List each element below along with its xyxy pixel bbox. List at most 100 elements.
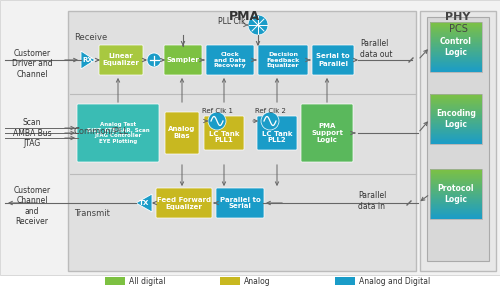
Bar [430, 170, 482, 171]
Text: Clock
and Data
Recovery: Clock and Data Recovery [214, 52, 246, 68]
Bar [430, 104, 482, 106]
Text: TX: TX [139, 200, 149, 206]
Bar [430, 68, 482, 69]
Bar [430, 208, 482, 209]
Bar [430, 21, 482, 23]
Bar [430, 67, 482, 69]
Bar [430, 118, 482, 119]
Bar [430, 174, 482, 176]
Text: Encoding
Logic: Encoding Logic [436, 109, 476, 129]
Bar [430, 119, 482, 121]
Bar [430, 205, 482, 207]
Bar [430, 69, 482, 70]
Bar [430, 193, 482, 194]
Bar [68, 11, 416, 271]
Bar [430, 206, 482, 207]
Bar [430, 171, 482, 172]
Bar [430, 177, 482, 178]
Bar [430, 62, 482, 63]
Bar [430, 55, 482, 56]
Bar [430, 66, 482, 68]
Bar [430, 113, 482, 114]
Bar [430, 192, 482, 193]
Text: All digital: All digital [129, 277, 166, 286]
FancyBboxPatch shape [216, 188, 264, 218]
Text: PLL Clk: PLL Clk [218, 18, 245, 27]
Bar [430, 204, 482, 206]
Bar [430, 214, 482, 216]
Text: Sampler: Sampler [166, 57, 200, 63]
Bar [430, 57, 482, 59]
Bar [430, 213, 482, 214]
FancyBboxPatch shape [301, 104, 353, 162]
Text: Ref Clk 1: Ref Clk 1 [202, 108, 232, 114]
Bar [430, 22, 482, 72]
Bar [220, 277, 240, 285]
Bar [430, 182, 482, 183]
Bar [430, 109, 482, 111]
Bar [430, 217, 482, 218]
Bar [430, 61, 482, 62]
Text: Parallel
data in: Parallel data in [358, 191, 386, 211]
FancyBboxPatch shape [165, 112, 199, 154]
Bar [430, 191, 482, 192]
Bar [430, 123, 482, 125]
Bar [430, 209, 482, 211]
Bar [430, 139, 482, 141]
Bar [430, 22, 482, 24]
Bar [430, 187, 482, 188]
Bar [430, 181, 482, 182]
Bar [430, 48, 482, 49]
Bar [430, 179, 482, 181]
Bar [430, 116, 482, 117]
Bar [430, 128, 482, 129]
Bar [430, 203, 482, 204]
Bar [430, 64, 482, 65]
Text: Ref Clk 2: Ref Clk 2 [254, 108, 286, 114]
FancyBboxPatch shape [258, 45, 308, 75]
Bar [430, 131, 482, 132]
Bar [430, 50, 482, 51]
Bar [430, 127, 482, 128]
Bar [430, 180, 482, 181]
Text: Control
Logic: Control Logic [440, 37, 472, 57]
Bar [430, 175, 482, 177]
Bar [430, 120, 482, 121]
Bar [430, 43, 482, 45]
Bar [430, 112, 482, 113]
Bar [430, 32, 482, 33]
Bar [430, 40, 482, 41]
Text: Decision
Feedback
Equalizer: Decision Feedback Equalizer [266, 52, 300, 68]
Bar [430, 58, 482, 60]
Bar [430, 143, 482, 144]
Bar [430, 51, 482, 52]
Bar [430, 103, 482, 104]
FancyBboxPatch shape [99, 45, 143, 75]
Bar [430, 169, 482, 171]
Bar [427, 17, 489, 261]
Bar [430, 26, 482, 27]
Bar [430, 23, 482, 25]
Circle shape [261, 112, 279, 130]
Bar [430, 44, 482, 45]
Bar [430, 169, 482, 219]
Bar [430, 129, 482, 131]
Bar [430, 118, 482, 120]
Bar [430, 121, 482, 122]
Bar [430, 184, 482, 186]
Bar [430, 99, 482, 101]
Bar [430, 210, 482, 212]
Bar [430, 215, 482, 216]
Text: PHY: PHY [446, 12, 470, 22]
Bar [430, 129, 482, 130]
Text: Transmit: Transmit [74, 210, 110, 218]
Bar [430, 110, 482, 112]
Bar [430, 173, 482, 174]
Bar [430, 138, 482, 140]
Text: Receive: Receive [74, 32, 107, 42]
Bar [430, 188, 482, 189]
FancyBboxPatch shape [204, 116, 244, 150]
Text: PMA: PMA [228, 10, 260, 23]
Text: Feed Forward
Equalizer: Feed Forward Equalizer [157, 197, 211, 210]
Bar [430, 27, 482, 28]
